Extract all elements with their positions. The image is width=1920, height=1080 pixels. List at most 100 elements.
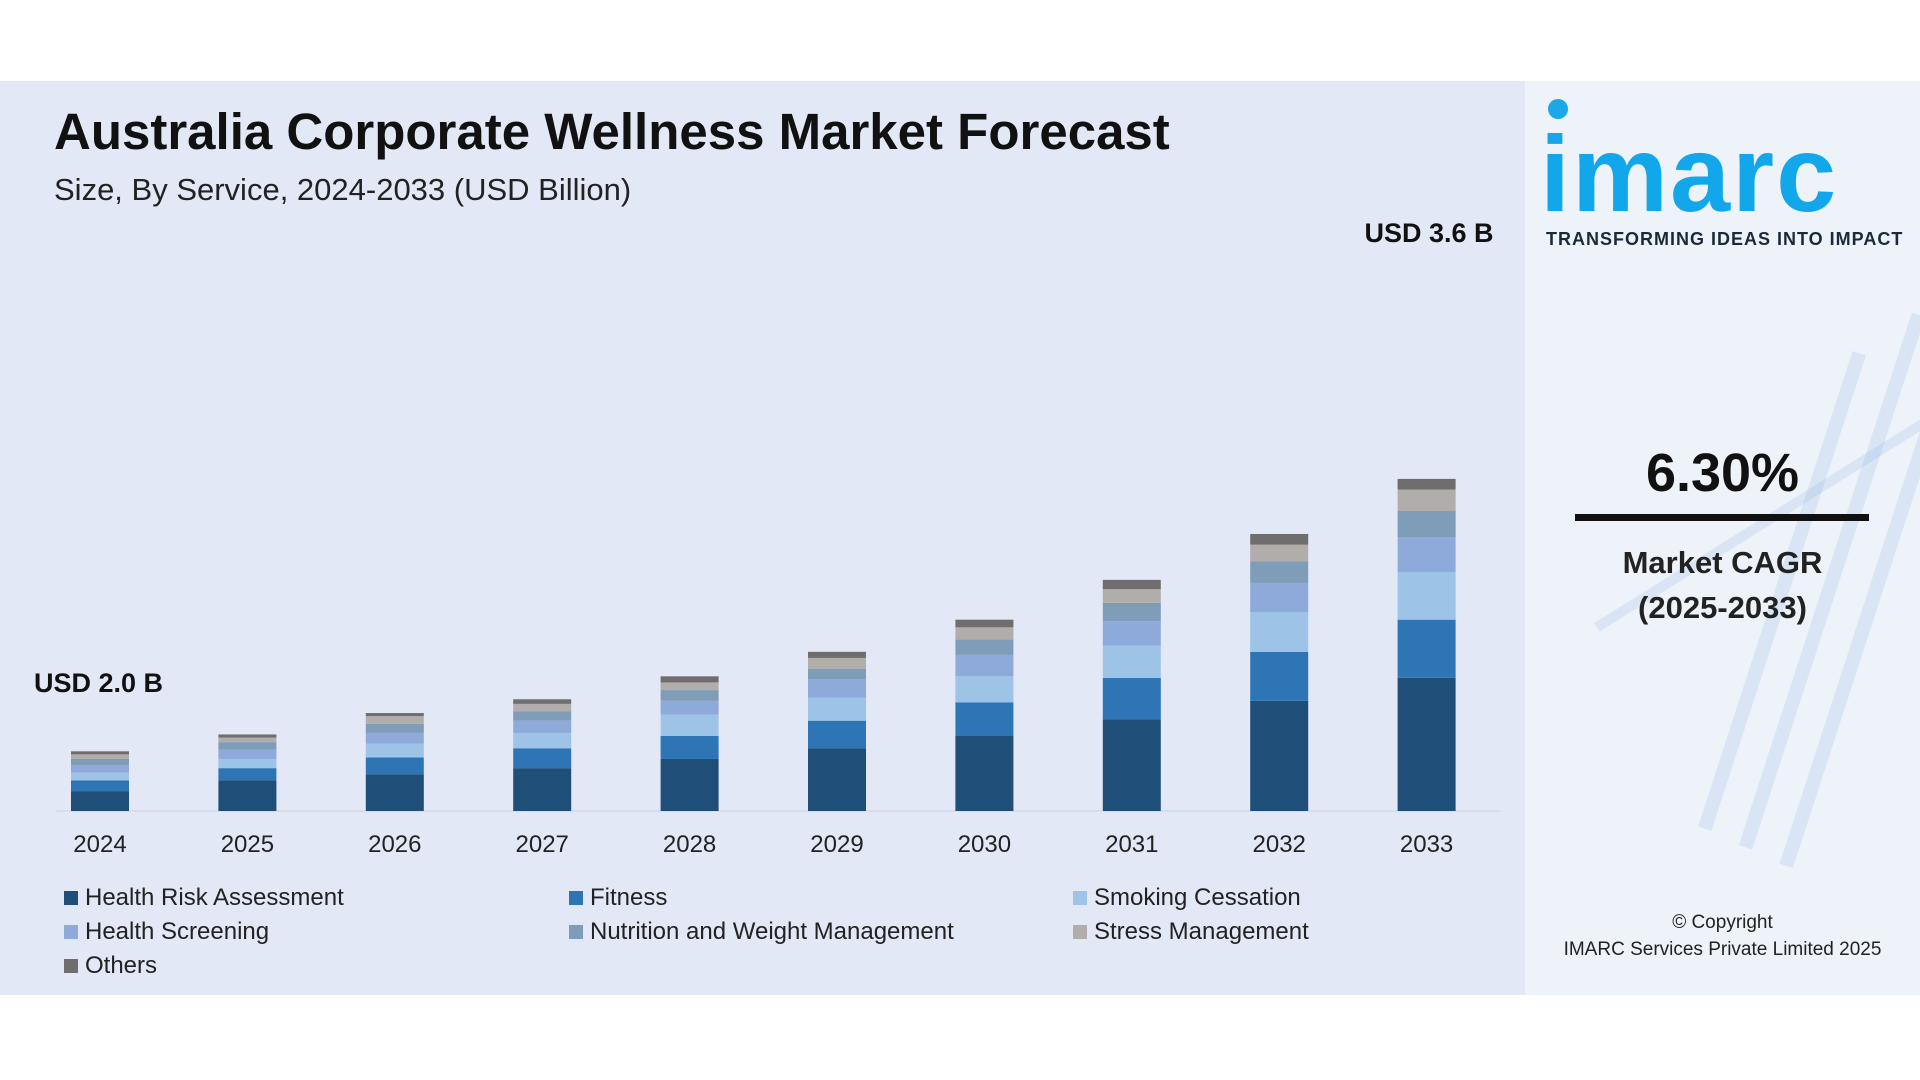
cagr-label-line2: (2025-2033) [1638,590,1807,625]
bar-segment-2030-others [955,619,1014,628]
legend-label: Fitness [590,884,668,911]
legend-swatch [64,925,78,939]
legend-label: Health Risk Assessment [85,884,344,911]
bar-segment-2024-smoking-cessation [71,772,129,781]
bar-segment-2029-nutrition-and-weight-management [808,668,866,680]
bar-segment-2024-nutrition-and-weight-management [71,758,129,766]
bar-segment-2029-stress-management [808,657,866,669]
bar-segment-2031-nutrition-and-weight-management [1102,602,1161,622]
legend-swatch [64,959,78,973]
chart-title: Australia Corporate Wellness Market Fore… [54,103,1170,160]
bar-segment-2025-health-risk-assessment [218,780,277,811]
bar-segment-2026-stress-management [365,716,424,724]
bar-segment-2024-fitness [71,780,129,792]
x-tick-label: 2025 [221,831,274,858]
bar-segment-2027-stress-management [513,703,572,712]
bar-segment-2028-health-screening [660,700,719,715]
bar-segment-2033-fitness [1397,619,1456,678]
bar-segment-2025-others [218,734,277,738]
bar-segment-2025-nutrition-and-weight-management [218,742,277,750]
bar-segment-2024-health-risk-assessment [71,791,129,811]
legend-item: Others [64,952,157,980]
bar-segment-2028-others [660,676,719,683]
bar-segment-2033-smoking-cessation [1397,572,1456,620]
bar-segment-2032-fitness [1250,651,1309,701]
x-tick-label: 2029 [810,831,863,858]
bar-segment-2032-smoking-cessation [1250,612,1309,652]
bar-segment-2030-fitness [955,702,1014,737]
legend-item: Health Risk Assessment [64,884,344,912]
bar-segment-2030-nutrition-and-weight-management [955,639,1014,655]
bar-segment-2033-health-risk-assessment [1397,677,1456,811]
bar-segment-2032-health-screening [1250,582,1309,613]
bar-segment-2026-health-screening [365,732,424,744]
bar-segment-2029-smoking-cessation [808,697,866,721]
bar-segment-2028-smoking-cessation [660,714,719,737]
legend-item: Fitness [569,884,667,912]
bar-segment-2032-health-risk-assessment [1250,700,1309,811]
bar-segment-2031-health-risk-assessment [1102,719,1161,811]
legend-label: Smoking Cessation [1094,884,1301,911]
start-value-label: USD 2.0 B [34,668,163,698]
cagr-divider [1575,514,1869,521]
bar-segment-2031-fitness [1102,677,1161,720]
bar-segment-2029-health-risk-assessment [808,748,866,811]
bar-segment-2030-smoking-cessation [955,676,1014,703]
x-tick-label: 2028 [663,831,716,858]
bar-segment-2024-stress-management [71,754,129,759]
end-value-label: USD 3.6 B [1364,218,1493,248]
bar-segment-2031-stress-management [1102,589,1161,603]
bar-segment-2031-health-screening [1102,621,1161,646]
legend-item: Health Screening [64,918,269,946]
cagr-label: Market CAGR (2025-2033) [1525,540,1920,630]
bars-group [71,478,1456,811]
legend-label: Stress Management [1094,918,1309,945]
x-tick-label: 2024 [73,831,126,858]
brand-tagline: TRANSFORMING IDEAS INTO IMPACT [1546,229,1904,249]
copyright: © Copyright IMARC Services Private Limit… [1525,909,1920,963]
bar-segment-2026-others [365,713,424,717]
legend-item: Smoking Cessation [1073,884,1301,912]
bar-segment-2025-smoking-cessation [218,758,277,769]
legend-item: Stress Management [1073,918,1309,946]
bar-segment-2032-others [1250,533,1309,545]
bar-segment-2028-nutrition-and-weight-management [660,690,719,701]
legend-swatch [569,925,583,939]
legend-swatch [1073,925,1087,939]
bar-segment-2026-nutrition-and-weight-management [365,723,424,733]
bar-segment-2026-health-risk-assessment [365,774,424,811]
bar-segment-2027-smoking-cessation [513,732,572,749]
bar-segment-2028-health-risk-assessment [660,758,719,811]
bar-segment-2024-others [71,751,129,755]
bar-segment-2025-fitness [218,768,277,781]
legend-label: Health Screening [85,918,270,945]
bar-segment-2025-stress-management [218,737,277,743]
legend-label: Nutrition and Weight Management [590,918,954,945]
legend-swatch [64,891,78,905]
bar-segment-2033-stress-management [1397,489,1456,512]
bar-segment-2031-others [1102,579,1161,590]
stacked-bar-chart: 2024 2025 2026 2027 2028 2029 2030 2031 2032 2033… [34,218,1500,858]
bar-segment-2032-nutrition-and-weight-management [1250,561,1309,583]
chart-subtitle: Size, By Service, 2024-2033 (USD Billion… [54,172,632,207]
bar-segment-2031-smoking-cessation [1102,645,1161,678]
legend-item: Nutrition and Weight Management [569,918,954,946]
bar-segment-2025-health-screening [218,749,277,759]
x-tick-label: 2030 [958,831,1011,858]
bar-segment-2027-nutrition-and-weight-management [513,711,572,721]
side-panel [1525,81,1920,995]
bar-segment-2030-stress-management [955,627,1014,640]
legend-swatch [569,891,583,905]
bar-segment-2032-stress-management [1250,544,1309,562]
bar-segment-2027-others [513,699,572,704]
bar-segment-2024-health-screening [71,765,129,773]
x-tick-label: 2033 [1400,831,1453,858]
logo-dot-icon [1548,99,1568,119]
x-tick-labels: 2024 2025 2026 2027 2028 2029 2030 2031 2032 2033 [73,831,1453,858]
bar-segment-2033-nutrition-and-weight-management [1397,511,1456,538]
x-tick-label: 2026 [368,831,421,858]
bar-segment-2027-health-screening [513,720,572,733]
x-tick-label: 2031 [1105,831,1158,858]
brand-logo: imarc [1540,113,1839,234]
cagr-label-line1: Market CAGR [1622,545,1823,580]
